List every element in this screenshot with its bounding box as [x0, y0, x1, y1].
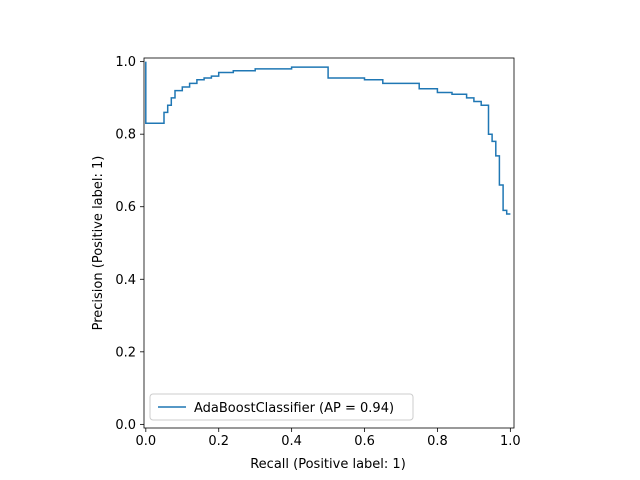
x-axis-label: Recall (Positive label: 1): [250, 457, 406, 472]
y-tick-label: 0.2: [115, 345, 136, 360]
x-tick-label: 0.2: [208, 434, 229, 449]
x-tick-label: 0.4: [281, 434, 302, 449]
x-tick-label: 0.8: [427, 434, 448, 449]
y-tick-label: 0.4: [115, 273, 136, 288]
axis-ticks: 0.0 0.2 0.4 0.6 0.8 1.0 0.0 0.2 0.4 0.6 0.8 1.0: [115, 55, 520, 449]
legend-label: AdaBoostClassifier (AP = 0.94): [194, 401, 394, 416]
legend-box: [149, 393, 414, 421]
x-tick-label: 1.0: [500, 434, 521, 449]
y-tick-label: 0.0: [115, 418, 136, 433]
x-tick-label: 0.0: [135, 434, 156, 449]
y-tick-label: 0.8: [115, 128, 136, 143]
y-tick-label: 1.0: [115, 55, 136, 70]
legend: AdaBoostClassifier (AP = 0.94): [149, 393, 414, 421]
x-tick-label: 0.6: [354, 434, 375, 449]
plot-area: [143, 57, 515, 429]
y-axis-label: Precision (Positive label: 1): [91, 156, 106, 331]
axes-frame: [143, 57, 515, 429]
series-line-0: [145, 61, 511, 215]
y-tick-label: 0.6: [115, 200, 136, 215]
